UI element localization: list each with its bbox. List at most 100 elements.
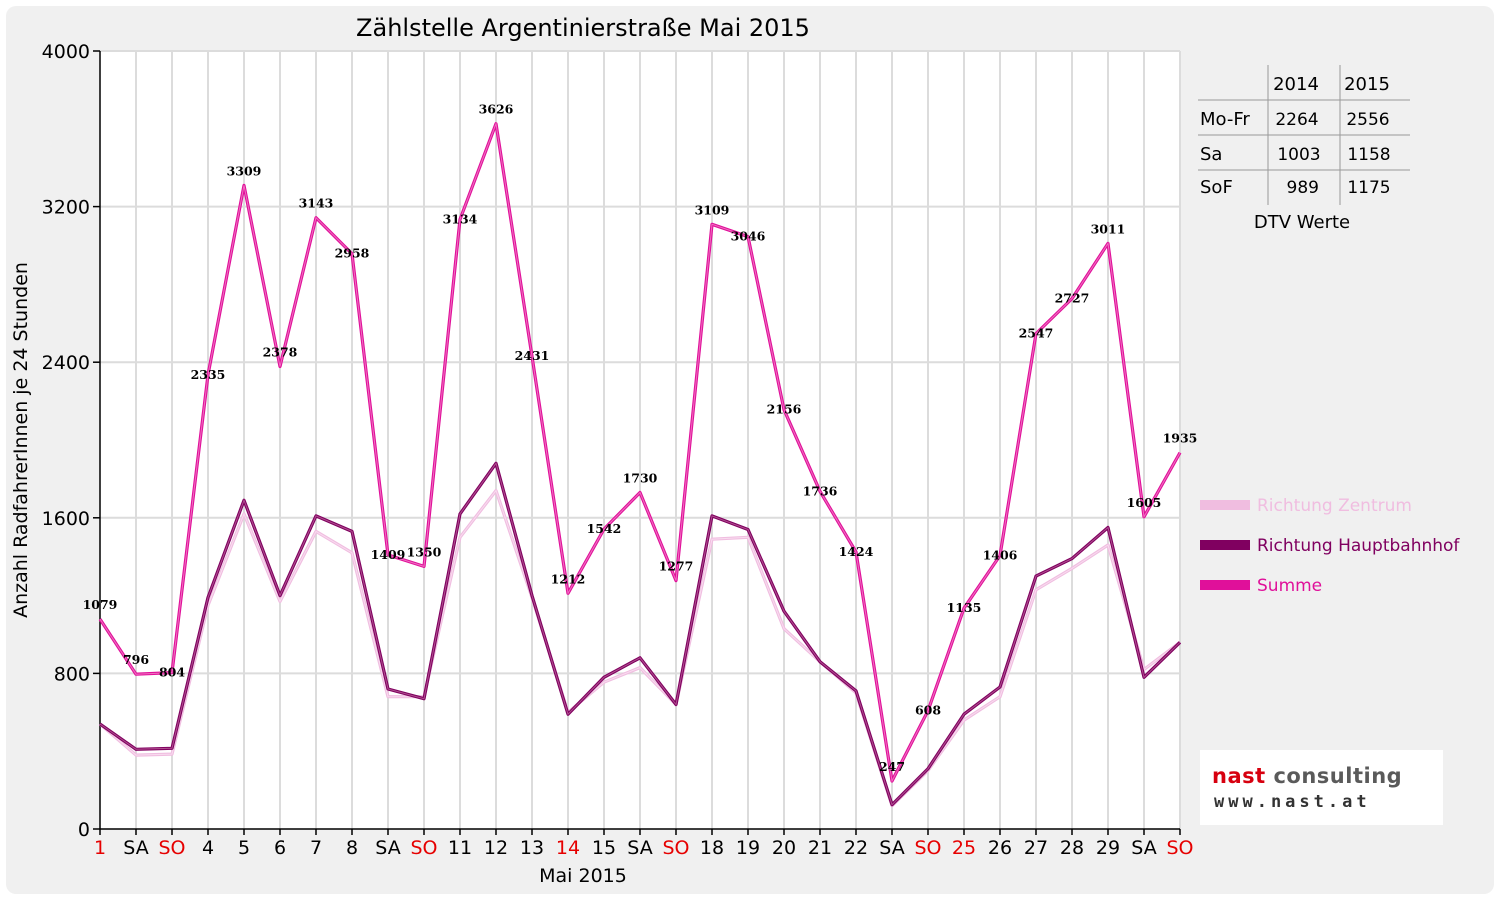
y-tick-label: 2400 xyxy=(42,352,90,374)
x-tick-label: 26 xyxy=(988,837,1012,859)
x-tick-label: SA xyxy=(1131,837,1156,859)
y-tick-label: 800 xyxy=(54,663,90,685)
x-tick-label: 4 xyxy=(202,837,214,859)
x-tick-label: 21 xyxy=(808,837,832,859)
x-tick-label: 12 xyxy=(484,837,508,859)
data-label: 1605 xyxy=(1127,495,1162,510)
x-tick-label: SA xyxy=(879,837,904,859)
dtv-cell: 989 xyxy=(1287,178,1319,198)
y-tick-label: 4000 xyxy=(42,41,90,63)
data-labels: 1079 796 804 2335 3309 2378 3143 2958 1409 1350 31… xyxy=(83,102,1198,774)
data-label: 2958 xyxy=(335,246,370,261)
dtv-cell: 2556 xyxy=(1346,110,1389,130)
series-lines xyxy=(98,121,1182,808)
x-tick-label: SA xyxy=(375,837,400,859)
dtv-row-label: SoF xyxy=(1200,177,1233,198)
x-tick-label: SA xyxy=(627,837,652,859)
logo-name-part1: nast xyxy=(1212,764,1266,788)
legend-label: Richtung Hauptbahnhof xyxy=(1257,536,1460,556)
data-label: 804 xyxy=(159,665,185,680)
data-label: 3309 xyxy=(227,163,262,178)
x-tick-label: 28 xyxy=(1060,837,1084,859)
legend-label: Summe xyxy=(1257,576,1322,596)
y-tick-label: 0 xyxy=(78,819,90,841)
x-axis-label: Mai 2015 xyxy=(539,865,627,887)
x-tick-label: 22 xyxy=(844,837,868,859)
legend: Richtung Zentrum Richtung Hauptbahnhof Sum… xyxy=(1200,496,1460,596)
data-label: 608 xyxy=(915,703,941,718)
data-label: 1406 xyxy=(983,548,1018,563)
data-label: 1135 xyxy=(947,600,982,615)
logo-name: nast consulting xyxy=(1212,764,1402,788)
x-tick-label: 20 xyxy=(772,837,796,859)
data-label: 1542 xyxy=(587,521,622,536)
logo-url: www.nast.at xyxy=(1214,792,1371,812)
logo-name-part2: consulting xyxy=(1273,764,1403,788)
data-label: 1079 xyxy=(83,597,118,612)
x-tick-labels: 1 SA SO 4 5 6 7 8 SA SO 11 12 13 14 15 SA SO 18 19 20 21 22 SA… xyxy=(94,837,1194,859)
data-label: 2431 xyxy=(515,348,550,363)
y-tick-label: 3200 xyxy=(42,197,90,219)
x-tick-label: 25 xyxy=(952,837,976,859)
dtv-cell: 1158 xyxy=(1347,145,1390,165)
data-label: 1730 xyxy=(623,471,658,486)
x-tick-label: SO xyxy=(914,837,941,859)
x-tick-label: 7 xyxy=(310,837,322,859)
x-tick-label: 18 xyxy=(700,837,724,859)
data-label: 2547 xyxy=(1019,326,1054,341)
y-axis-label: Anzahl RadfahrerInnen je 24 Stunden xyxy=(10,262,32,618)
dtv-cell: 1003 xyxy=(1277,145,1320,165)
data-label: 247 xyxy=(879,759,905,774)
x-tick-label: 8 xyxy=(346,837,358,859)
data-label: 3046 xyxy=(731,229,766,244)
series-line-richtung-hauptbahnhof-highlight xyxy=(99,462,1181,806)
legend-label: Richtung Zentrum xyxy=(1257,496,1412,516)
chart-title: Zählstelle Argentinierstraße Mai 2015 xyxy=(356,14,810,42)
data-label: 3011 xyxy=(1091,221,1126,236)
data-label: 2335 xyxy=(191,367,226,382)
x-tick-label: 6 xyxy=(274,837,286,859)
x-tick-label: 15 xyxy=(592,837,616,859)
series-line-richtung-zentrum-highlight xyxy=(99,489,1181,807)
nast-consulting-logo: nast consulting www.nast.at xyxy=(1200,750,1443,825)
x-tick-label: 27 xyxy=(1024,837,1048,859)
data-label: 1277 xyxy=(659,559,694,574)
data-label: 1736 xyxy=(803,483,838,498)
dtv-col-2015: 2015 xyxy=(1344,74,1390,95)
data-label: 796 xyxy=(123,652,149,667)
data-label: 1424 xyxy=(839,544,874,559)
x-tick-label: 29 xyxy=(1096,837,1120,859)
data-label: 1409 xyxy=(371,547,406,562)
dtv-cell: 2264 xyxy=(1275,110,1318,130)
x-tick-label: SO xyxy=(1166,837,1193,859)
legend-swatch xyxy=(1200,500,1250,510)
x-tick-label: SO xyxy=(158,837,185,859)
x-tick-label: SA xyxy=(123,837,148,859)
x-tick-label: 1 xyxy=(94,837,106,859)
x-tick-label: SO xyxy=(410,837,437,859)
axes xyxy=(93,50,1181,835)
data-label: 2378 xyxy=(263,344,298,359)
y-tick-labels: 0 800 1600 2400 3200 4000 xyxy=(42,41,90,841)
data-label: 1212 xyxy=(551,571,586,586)
legend-swatch xyxy=(1200,540,1250,550)
data-label: 1935 xyxy=(1163,431,1198,446)
data-label: 3134 xyxy=(443,211,478,226)
dtv-table: 2014 2015 Mo-Fr 2264 2556 Sa 1003 1158 S… xyxy=(1198,65,1410,233)
dtv-row-label: Sa xyxy=(1200,144,1222,165)
x-tick-label: 5 xyxy=(238,837,250,859)
series-line-summe-highlight xyxy=(99,121,1181,783)
data-label: 2156 xyxy=(767,402,802,417)
dtv-caption: DTV Werte xyxy=(1254,212,1350,233)
legend-swatch xyxy=(1200,580,1250,590)
dtv-cell: 1175 xyxy=(1347,178,1390,198)
dtv-col-2014: 2014 xyxy=(1273,74,1319,95)
data-label: 1350 xyxy=(407,544,442,559)
data-label: 3109 xyxy=(695,202,730,217)
x-tick-label: 11 xyxy=(448,837,472,859)
x-tick-label: 19 xyxy=(736,837,760,859)
x-tick-label: 14 xyxy=(556,837,580,859)
data-label: 2727 xyxy=(1055,291,1090,306)
x-tick-label: 13 xyxy=(520,837,544,859)
